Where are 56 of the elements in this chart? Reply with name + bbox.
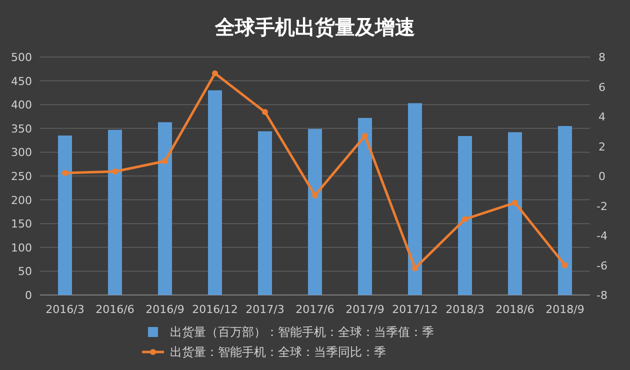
x-tick-label: 2017/6	[296, 303, 334, 316]
y2-tick-label: -8	[596, 289, 608, 302]
point	[562, 262, 568, 268]
y-tick-label: 350	[11, 122, 32, 136]
bar	[508, 132, 522, 295]
bar	[308, 128, 322, 295]
x-tick-label: 2016/12	[192, 303, 238, 316]
bar	[558, 126, 572, 295]
y2-tick-label: 6	[598, 80, 606, 94]
y-tick-label: 0	[25, 289, 32, 302]
point	[512, 200, 518, 206]
y2-tick-label: -6	[596, 259, 608, 272]
x-tick-label: 2018/6	[496, 303, 534, 316]
x-tick-label: 2017/12	[392, 303, 438, 316]
point	[112, 168, 118, 175]
legend-label: 出货量：智能手机：全球：当季同比：季	[170, 345, 386, 359]
y-tick-label: 450	[11, 74, 32, 88]
point	[412, 265, 418, 272]
x-tick-label: 2018/3	[446, 303, 484, 316]
point	[162, 158, 168, 164]
y-tick-label: 300	[11, 146, 32, 160]
y-tick-label: 250	[11, 170, 32, 183]
point	[212, 70, 218, 76]
y2-tick-label: -4	[596, 230, 608, 242]
y-tick-label: 100	[11, 241, 32, 254]
y2-tick-label: 2	[598, 140, 606, 154]
y-tick-label: 500	[11, 51, 32, 64]
y2-tick-label: -2	[596, 200, 608, 213]
bar	[358, 118, 372, 295]
x-tick-label: 2016/9	[146, 303, 184, 316]
bar	[108, 130, 122, 295]
legend-label: 出货量（百万部）：智能手机：全球：当季值：季	[170, 325, 434, 339]
y2-tick-label: 4	[598, 110, 606, 124]
point	[462, 216, 468, 222]
y2-tick-label: 8	[598, 51, 606, 64]
point	[362, 132, 368, 139]
bar	[408, 103, 422, 295]
x-tick-label: 2017/3	[246, 303, 284, 316]
x-tick-label: 2016/6	[96, 303, 134, 316]
y-tick-label: 200	[11, 194, 32, 207]
chart-title: 全球手机出货量及增速	[214, 15, 415, 39]
point	[262, 109, 268, 116]
bar	[158, 122, 172, 295]
y2-tick-label: 0	[598, 170, 606, 183]
bar	[58, 136, 72, 295]
x-tick-label: 2018/9	[546, 303, 584, 316]
x-tick-label: 2017/9	[346, 303, 384, 316]
bar	[458, 136, 472, 295]
point	[312, 192, 318, 198]
x-tick-label: 2016/3	[46, 303, 84, 316]
y-tick-label: 150	[11, 218, 32, 231]
point	[62, 170, 68, 176]
y-tick-label: 400	[11, 98, 32, 112]
bar	[208, 90, 222, 295]
bar	[258, 131, 272, 295]
y-tick-label: 50	[18, 265, 32, 278]
